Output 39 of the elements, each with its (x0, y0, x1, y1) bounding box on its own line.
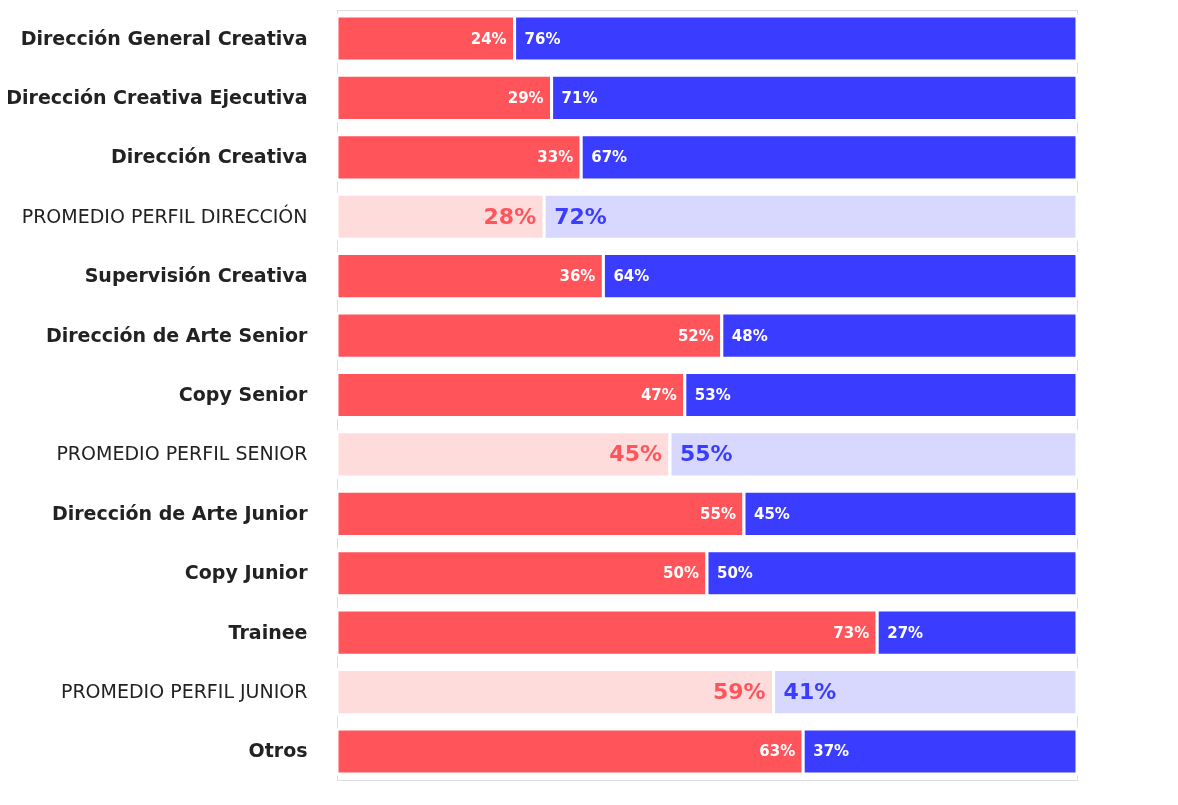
y-tick-label: Dirección General Creativa (20, 26, 308, 49)
data-label: 37% (813, 742, 850, 761)
data-label: 27% (887, 623, 924, 642)
data-label: 36% (559, 267, 596, 286)
data-label: 72% (554, 203, 607, 229)
data-label: 73% (833, 623, 870, 642)
data-label: 33% (537, 148, 574, 167)
y-tick-label: Copy Senior (178, 383, 309, 405)
data-label: 29% (507, 88, 544, 107)
data-label: 55% (680, 441, 733, 467)
y-tick-label: Trainee (228, 620, 308, 643)
y-tick-label: Dirección Creativa Ejecutiva (6, 85, 308, 108)
y-tick-label: PROMEDIO PERFIL DIRECCIÓN (21, 203, 308, 227)
data-label: 50% (663, 564, 699, 583)
data-label: 59% (712, 679, 766, 705)
y-tick-label: Dirección Creativa (110, 145, 308, 168)
data-label: 45% (609, 441, 662, 467)
y-tick-label: Otros (248, 739, 308, 762)
y-tick-label: Copy Junior (184, 561, 309, 584)
y-tick-label: PROMEDIO PERFIL JUNIOR (60, 680, 308, 703)
data-label: 64% (613, 267, 650, 286)
y-tick-label: PROMEDIO PERFIL SENIOR (56, 442, 308, 465)
y-tick-label: Dirección de Arte Junior (51, 501, 309, 524)
data-label: 48% (731, 326, 768, 345)
data-label: 53% (694, 386, 731, 404)
data-label: 63% (759, 742, 796, 761)
data-label: 52% (677, 326, 714, 345)
data-label: 55% (700, 504, 736, 523)
data-label: 45% (754, 504, 790, 523)
data-label: 50% (717, 564, 753, 583)
data-label: 67% (591, 148, 628, 167)
data-label: 41% (783, 679, 837, 705)
data-label: 47% (640, 386, 677, 404)
data-label: 71% (561, 88, 598, 107)
data-label: 24% (470, 29, 507, 48)
y-tick-label: Dirección de Arte Senior (45, 323, 309, 346)
data-label: 28% (483, 203, 537, 229)
y-tick-label: Supervisión Creativa (84, 264, 308, 287)
data-label: 76% (524, 29, 561, 48)
